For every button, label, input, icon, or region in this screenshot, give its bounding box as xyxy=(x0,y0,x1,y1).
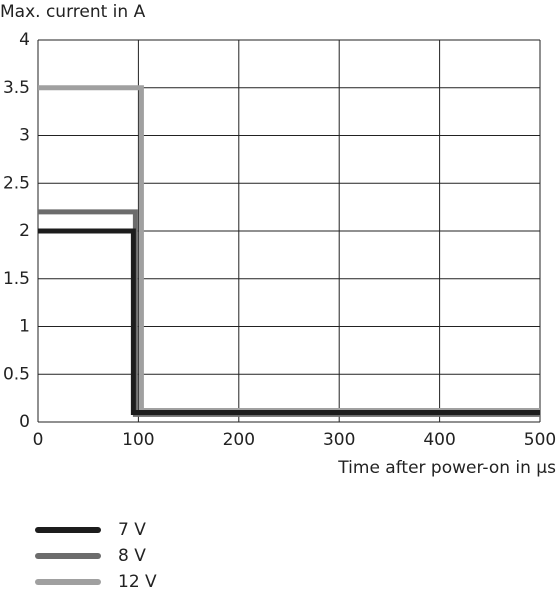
y-tick-label: 0.5 xyxy=(3,364,30,384)
legend-label: 7 V xyxy=(118,520,146,540)
y-tick-label: 3.5 xyxy=(3,78,30,98)
chart-title: Max. current in A xyxy=(0,2,146,22)
series-line xyxy=(38,209,540,417)
y-tick-label: 0 xyxy=(19,412,30,432)
x-tick-label: 100 xyxy=(122,430,154,450)
x-tick-label: 200 xyxy=(223,430,255,450)
legend-label: 12 V xyxy=(118,572,157,592)
x-tick-label: 500 xyxy=(524,430,556,450)
legend-label: 8 V xyxy=(118,546,146,566)
series-line xyxy=(38,228,540,415)
x-tick-label: 300 xyxy=(323,430,355,450)
x-tick-label: 0 xyxy=(33,430,44,450)
y-tick-label: 1 xyxy=(19,317,30,337)
y-tick-label: 3 xyxy=(19,126,30,146)
x-axis-label: Time after power-on in μs xyxy=(337,458,556,478)
y-tick-label: 4 xyxy=(19,30,30,50)
x-tick-label: 400 xyxy=(423,430,455,450)
series-line xyxy=(38,85,540,414)
y-tick-label: 2.5 xyxy=(3,173,30,193)
y-tick-label: 1.5 xyxy=(3,269,30,289)
y-tick-label: 2 xyxy=(19,221,30,241)
